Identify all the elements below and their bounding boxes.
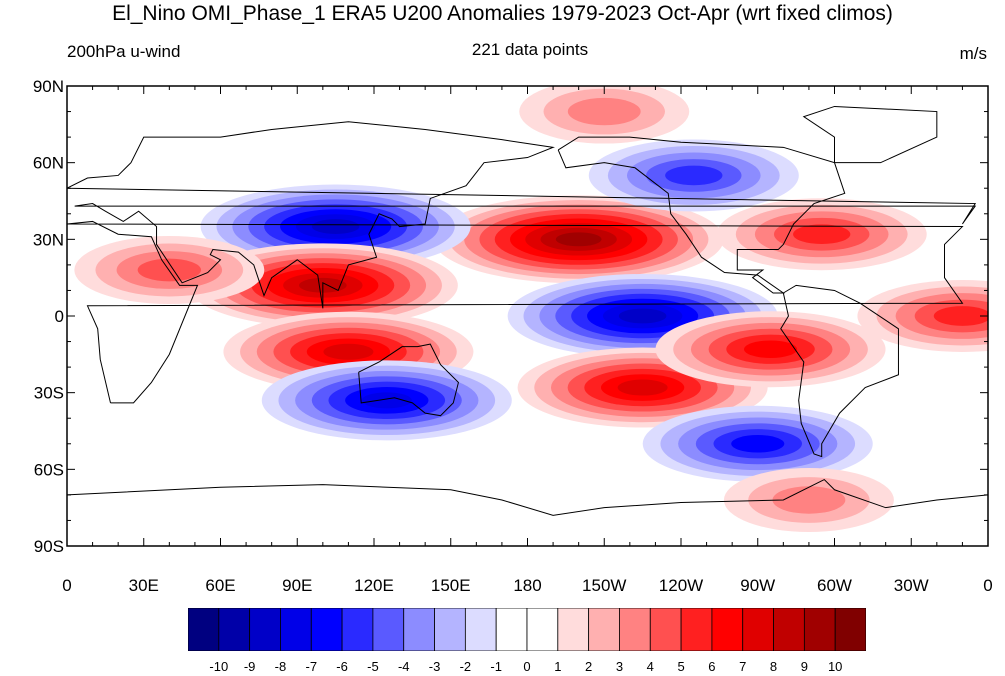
coastline — [67, 478, 988, 516]
lat-tick-label: 90N — [33, 77, 64, 96]
colorbar-label: 5 — [677, 659, 685, 674]
colorbar-swatch — [649, 608, 682, 651]
anomaly-field — [74, 86, 988, 532]
colorbar-label: 2 — [585, 659, 593, 674]
lon-tick-label: 180 — [513, 576, 541, 595]
coastline — [67, 220, 964, 404]
variable-label: 200hPa u-wind — [67, 42, 181, 61]
colorbar-label: -1 — [490, 659, 502, 674]
colorbar-swatch — [834, 608, 866, 651]
map-figure: 90N 60N 30N 0 30S 60S 90S 0 30E 60E 90E 120E 150E 180… — [33, 77, 993, 595]
colorbar-label: 1 — [554, 659, 562, 674]
coastline — [780, 284, 899, 458]
lon-tick-label: 150W — [582, 576, 626, 595]
colorbar-swatch — [619, 608, 651, 651]
colorbar-swatch — [464, 608, 497, 651]
data-points-label: 221 data points — [471, 40, 589, 59]
colorbar-labels: -10 -9 -8 -7 -6 -5 -4 -3 -2 -1 0 1 2 3 4 5 6 7 8 9 10 — [188, 659, 866, 675]
colorbar-label: 8 — [769, 659, 778, 674]
coastline — [802, 105, 938, 164]
colorbar-label: -5 — [367, 659, 379, 674]
lon-tick-label: 90W — [740, 576, 775, 595]
lon-tick-label: 150E — [431, 576, 471, 595]
colorbar-swatch — [773, 608, 805, 651]
colorbar-label: -3 — [428, 659, 441, 674]
colorbar-swatch — [341, 608, 374, 651]
colorbar-swatch — [742, 608, 774, 651]
anomaly-feature — [723, 468, 894, 532]
colorbar-swatch — [557, 608, 590, 651]
map-axes: 90N 60N 30N 0 30S 60S 90S 0 30E 60E 90E 120E 150E 180… — [33, 77, 993, 595]
colorbar-label: -7 — [305, 659, 318, 674]
chart-title: El_Nino OMI_Phase_1 ERA5 U200 Anomalies … — [112, 2, 893, 25]
lat-tick-label: 30N — [33, 230, 64, 249]
colorbar-label: 3 — [615, 659, 624, 674]
anomaly-feature — [433, 195, 724, 284]
colorbar-label: 4 — [646, 659, 654, 674]
colorbar-swatch — [188, 608, 220, 651]
colorbar-label: -9 — [243, 659, 256, 674]
colorbar-swatch — [526, 608, 559, 651]
colorbar — [188, 608, 866, 651]
colorbar-swatch — [680, 608, 713, 651]
colorbar-swatch — [218, 608, 251, 651]
anomaly-feature — [642, 405, 873, 482]
lon-tick-label: 30W — [894, 576, 929, 595]
colorbar-swatch — [280, 608, 312, 651]
colorbar-label: -8 — [274, 659, 287, 674]
colorbar-label: -10 — [209, 659, 229, 674]
anomaly-feature — [655, 311, 886, 388]
colorbar-label: 9 — [800, 659, 808, 674]
lon-tick-label: 60W — [817, 576, 852, 595]
colorbar-swatch — [372, 608, 405, 651]
colorbar-swatch — [495, 608, 528, 651]
colorbar-swatch — [249, 608, 281, 651]
coastline — [557, 136, 846, 294]
colorbar-swatch — [434, 608, 466, 651]
colorbar-label: 6 — [708, 659, 716, 674]
colorbar-swatch — [403, 608, 435, 651]
colorbar-label: -6 — [336, 659, 348, 674]
lon-tick-label: 120W — [659, 576, 703, 595]
coastlines — [67, 105, 988, 516]
anomaly-feature — [588, 139, 799, 212]
coastline — [67, 121, 977, 309]
lon-tick-label: 30E — [129, 576, 159, 595]
lat-tick-label: 60N — [33, 154, 64, 173]
anomaly-feature — [261, 360, 512, 441]
lon-tick-label: 120E — [354, 576, 394, 595]
lon-tick-label: 0 — [62, 576, 71, 595]
colorbar-swatch — [711, 608, 744, 651]
colorbar-label: -2 — [459, 659, 472, 674]
anomaly-feature — [519, 86, 690, 144]
coastline — [358, 343, 459, 417]
lon-tick-label: 90E — [282, 576, 312, 595]
lat-tick-label: 60S — [34, 460, 64, 479]
lon-tick-label: 60E — [205, 576, 235, 595]
lat-tick-label: 30S — [34, 384, 64, 403]
anomaly-feature — [857, 280, 988, 352]
colorbar-swatch — [803, 608, 836, 651]
lat-tick-label: 90S — [34, 537, 64, 556]
colorbar-label: 7 — [739, 659, 747, 674]
colorbar-label: 0 — [523, 659, 531, 674]
colorbar-swatch — [588, 608, 620, 651]
lat-tick-label: 0 — [55, 307, 64, 326]
units-label: m/s — [959, 44, 987, 63]
colorbar-label: 10 — [827, 659, 843, 674]
lon-tick-label: 0 — [983, 576, 992, 595]
anomaly-feature — [716, 198, 927, 271]
colorbar-swatch — [310, 608, 343, 651]
colorbar-label: -4 — [397, 659, 410, 674]
